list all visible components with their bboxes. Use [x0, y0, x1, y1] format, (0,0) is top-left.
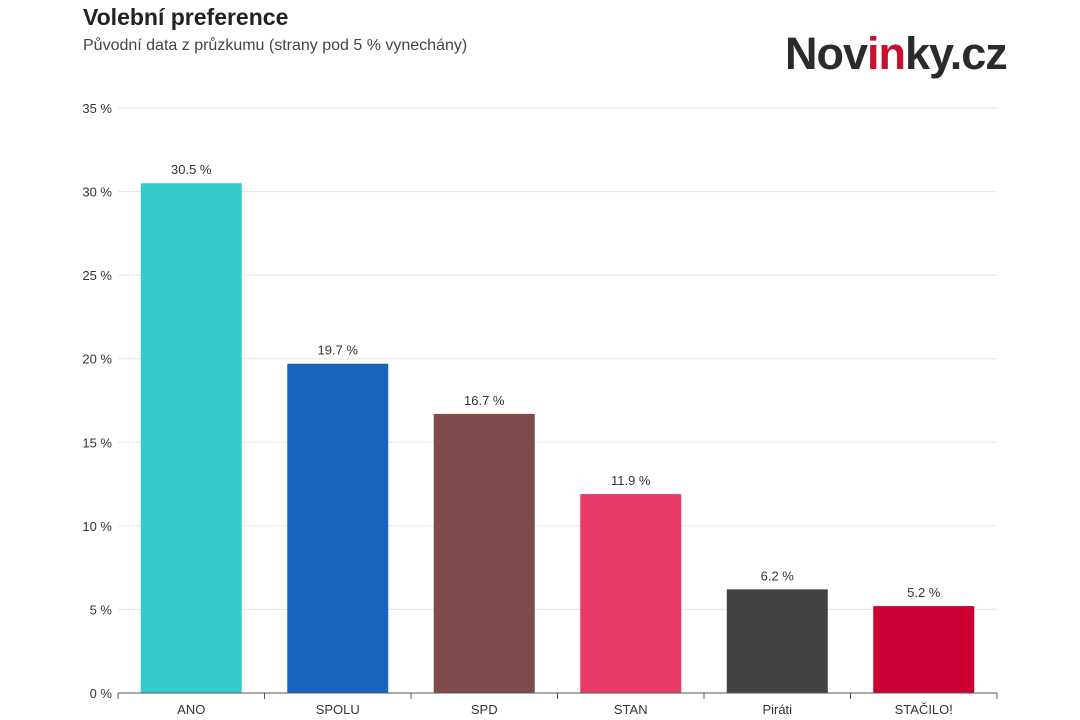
y-axis-ticks: 0 % 5 % 10 % 15 % 20 % 25 % 30 % 35 %	[82, 101, 112, 701]
y-tick-label: 15 %	[82, 435, 112, 450]
brand-logo: Novinky.cz	[785, 28, 1008, 80]
bar	[140, 183, 242, 693]
bar	[433, 413, 535, 693]
y-tick-label: 20 %	[82, 352, 112, 367]
bar-value-label: 6.2 %	[761, 568, 795, 583]
brand-logo-part2: ky.cz	[905, 28, 1008, 79]
bar-value-label: 19.7 %	[318, 343, 359, 358]
bar	[873, 606, 975, 693]
brand-logo-accent: in	[867, 28, 906, 79]
bars	[140, 183, 975, 693]
bar-value-label: 11.9 %	[611, 473, 651, 488]
bar	[726, 589, 828, 693]
x-category-label: STAČILO!	[895, 702, 953, 717]
x-category-label: STAN	[614, 702, 648, 717]
x-category-label: SPOLU	[316, 702, 360, 717]
y-tick-label: 30 %	[82, 185, 112, 200]
bar	[580, 494, 682, 693]
bar-value-label: 5.2 %	[907, 585, 941, 600]
grid-lines	[118, 107, 997, 610]
x-category-label: Piráti	[762, 702, 792, 717]
bar	[287, 363, 389, 693]
x-axis: ANO SPOLU SPD STAN Piráti STAČILO!	[117, 692, 998, 717]
x-category-label: ANO	[177, 702, 205, 717]
y-tick-label: 35 %	[82, 101, 112, 116]
y-tick-label: 25 %	[82, 268, 112, 283]
bar-value-label: 30.5 %	[171, 162, 212, 177]
x-category-label: SPD	[471, 702, 498, 717]
chart-subtitle: Původní data z průzkumu (strany pod 5 % …	[83, 37, 468, 54]
bar-value-labels: 30.5 % 19.7 % 16.7 % 11.9 % 6.2 % 5.2 %	[171, 162, 941, 600]
brand-logo-part1: Nov	[785, 28, 868, 79]
y-tick-label: 10 %	[82, 519, 112, 534]
bar-value-label: 16.7 %	[464, 393, 505, 408]
y-tick-label: 0 %	[90, 686, 113, 701]
y-tick-label: 5 %	[90, 602, 113, 617]
chart-title: Volební preference	[83, 4, 289, 30]
